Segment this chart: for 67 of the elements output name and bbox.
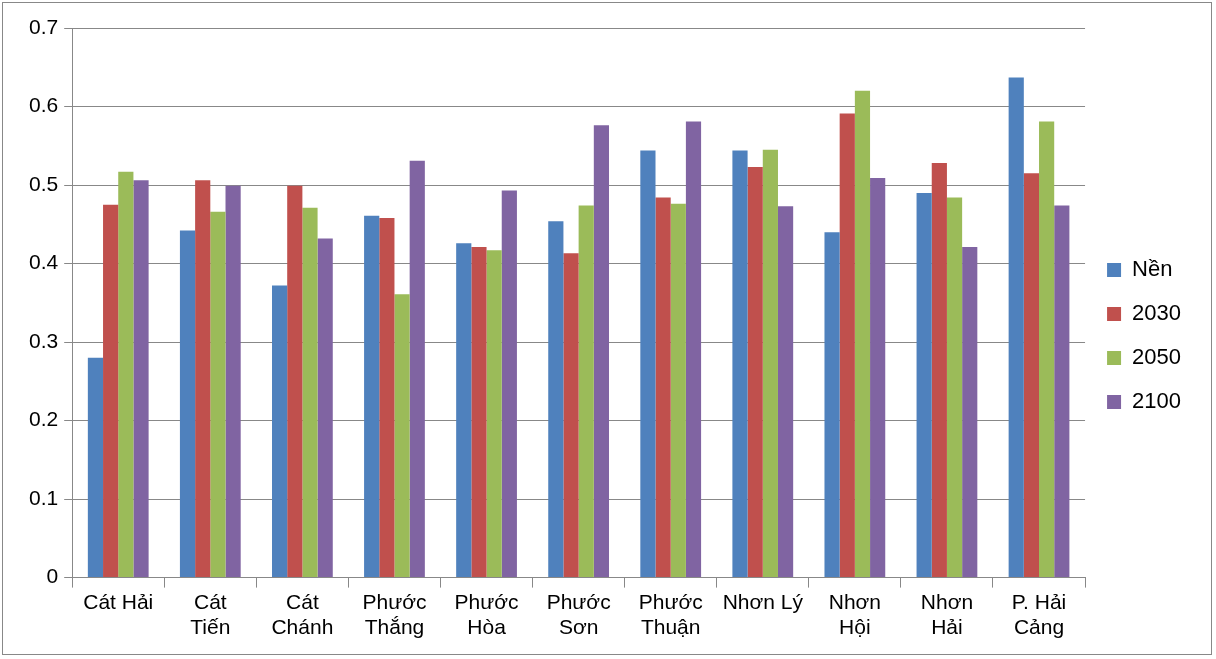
bar	[317, 238, 333, 578]
x-tick-label: Phước Thuận	[638, 590, 703, 639]
bar	[747, 166, 763, 578]
bar	[394, 294, 410, 578]
y-tick-label: 0.7	[28, 14, 59, 38]
bar	[118, 171, 134, 578]
y-tick-label: 0.2	[28, 407, 59, 431]
bar	[762, 149, 778, 578]
x-tick-label: Nhơn Hội	[828, 590, 882, 639]
x-tick-label: Cát Chánh	[271, 590, 334, 639]
bar	[133, 180, 149, 578]
bar	[179, 230, 196, 578]
bar	[548, 221, 564, 578]
bar	[563, 253, 579, 578]
bar	[593, 125, 610, 578]
bar	[655, 197, 671, 578]
bar	[456, 243, 472, 578]
bar	[777, 206, 794, 578]
x-tick-label: P. Hải Cảng	[1011, 590, 1067, 639]
bar	[103, 204, 119, 578]
y-tick-label: 0.3	[28, 328, 59, 352]
bar	[409, 160, 425, 578]
x-tick-label: Phước Hòa	[454, 590, 519, 639]
bar	[486, 250, 502, 578]
bar	[732, 150, 748, 578]
bar	[287, 185, 303, 578]
bar	[471, 247, 487, 578]
x-tick-label: Nhơn Lý	[722, 590, 804, 613]
bar	[379, 218, 395, 578]
bar	[839, 113, 855, 578]
bar	[1054, 205, 1070, 578]
legend-label: 2050	[1132, 344, 1182, 370]
bar	[1008, 77, 1024, 578]
bar	[501, 190, 517, 578]
bar	[364, 215, 380, 578]
bar	[272, 285, 288, 578]
bar	[87, 357, 104, 578]
bar	[302, 207, 318, 578]
bar	[685, 121, 702, 578]
bar	[931, 163, 947, 578]
bar	[225, 185, 241, 578]
bar	[210, 211, 226, 578]
bar	[916, 192, 932, 578]
y-tick-label: 0.4	[28, 250, 59, 274]
x-tick-label: Phước Thắng	[362, 590, 427, 639]
bar	[824, 232, 840, 578]
x-tick-label: Nhơn Hải	[920, 590, 974, 639]
x-tick-label: Cát Hải	[83, 590, 154, 613]
legend-label: 2030	[1132, 300, 1182, 326]
legend-label: 2100	[1132, 388, 1182, 414]
bar	[870, 177, 886, 578]
y-tick-label: 0.1	[28, 485, 59, 509]
bar	[854, 90, 871, 578]
bar	[578, 205, 594, 578]
bar	[640, 150, 656, 578]
bar	[946, 197, 963, 578]
y-tick-label: 0	[46, 564, 59, 588]
bar	[1039, 121, 1055, 578]
x-tick-label: Phước Sơn	[546, 590, 611, 639]
x-tick-label: Cát Tiến	[190, 590, 231, 639]
bar	[1023, 173, 1040, 578]
legend-label: Nền	[1132, 256, 1173, 282]
y-tick-label: 0.6	[28, 93, 59, 117]
bar	[962, 247, 978, 578]
bar	[195, 180, 211, 578]
y-tick-label: 0.5	[28, 171, 59, 195]
bar	[670, 203, 686, 578]
